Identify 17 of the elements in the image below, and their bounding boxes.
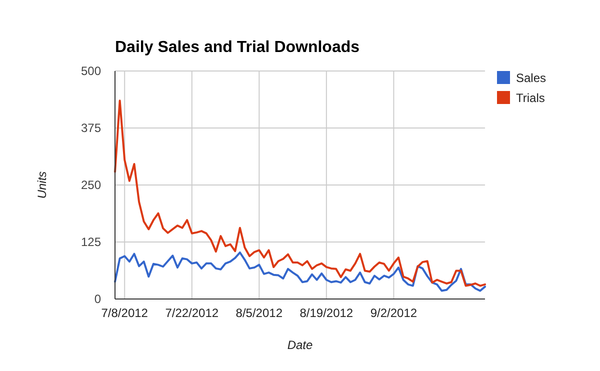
x-tick-label: 7/22/2012 <box>165 306 219 320</box>
y-tick-label: 0 <box>94 292 102 306</box>
chart-title: Daily Sales and Trial Downloads <box>115 39 360 56</box>
x-axis-title: Date <box>287 338 313 352</box>
legend-label: Trials <box>516 91 545 105</box>
line-series <box>114 100 486 287</box>
x-tick-label: 9/2/2012 <box>370 306 418 320</box>
x-tick-label: 8/5/2012 <box>236 306 283 320</box>
x-tick-label: 8/19/2012 <box>300 306 354 320</box>
y-tick-label: 250 <box>80 178 102 192</box>
line-series <box>114 251 486 292</box>
y-axis-title: Units <box>35 171 49 199</box>
y-tick-label: 375 <box>80 121 102 135</box>
legend-label: Sales <box>516 71 546 85</box>
y-tick-label: 500 <box>80 64 102 78</box>
x-tick-label: 7/8/2012 <box>101 306 148 320</box>
y-tick-label: 125 <box>80 235 102 249</box>
